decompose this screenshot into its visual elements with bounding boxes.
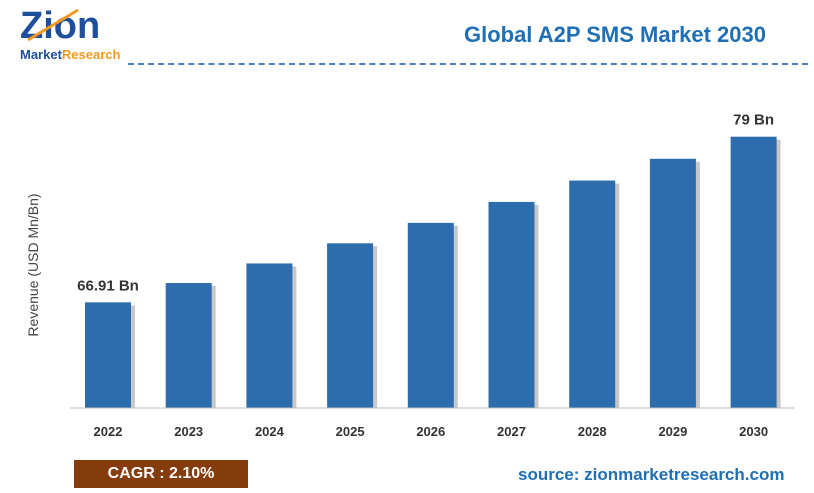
logo-swoosh-icon: [27, 8, 79, 42]
x-tick-label: 2030: [739, 424, 768, 439]
x-tick-label: 2028: [578, 424, 607, 439]
header-divider: [128, 63, 808, 65]
y-axis-label: Revenue (USD Mn/Bn): [25, 193, 41, 336]
x-tick-label: 2023: [174, 424, 203, 439]
bar-2029: [649, 158, 696, 408]
bar-2025: [327, 243, 374, 408]
bar-2022: [85, 302, 131, 408]
bar-2028: [569, 180, 616, 408]
bar-2024: [246, 263, 293, 408]
logo-sub-research: Research: [61, 47, 121, 62]
logo-subtitle: MarketResearch: [20, 48, 120, 62]
chart-title: Global A2P SMS Market 2030: [463, 22, 766, 47]
data-label: 79 Bn: [733, 112, 774, 129]
bar-2023: [165, 283, 212, 408]
cagr-badge: CAGR : 2.10%: [74, 460, 248, 488]
x-tick-label: 2029: [658, 424, 687, 439]
data-label: 66.91 Bn: [77, 277, 139, 294]
bar-2026: [407, 222, 454, 408]
x-tick-label: 2022: [94, 424, 123, 439]
bar-2030: [730, 136, 777, 409]
logo-sub-market: Market: [20, 47, 62, 62]
x-tick-label: 2026: [416, 424, 445, 439]
x-tick-label: 2025: [336, 424, 365, 439]
x-tick-label: 2024: [255, 424, 285, 439]
source-text: source: zionmarketresearch.com: [518, 465, 785, 484]
logo-brand: Zion: [20, 5, 101, 47]
zion-logo: Zion MarketResearch: [20, 6, 140, 62]
x-tick-label: 2027: [497, 424, 526, 439]
bar-2027: [488, 201, 535, 408]
